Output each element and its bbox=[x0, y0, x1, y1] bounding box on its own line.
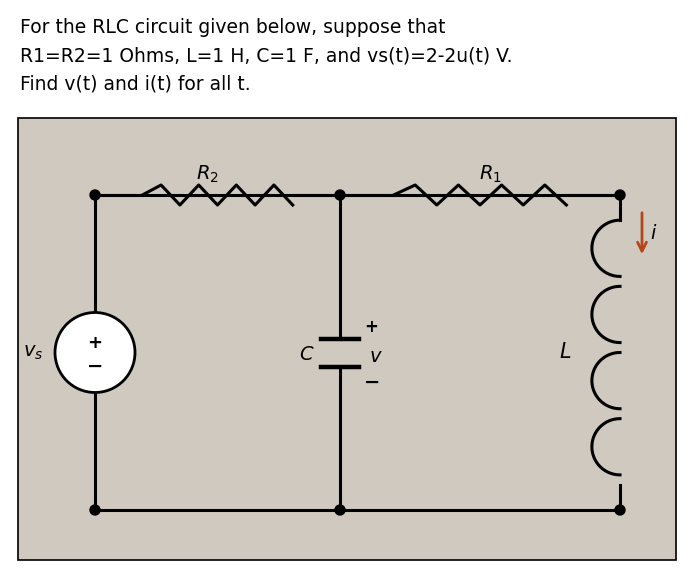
Text: $C$: $C$ bbox=[300, 346, 315, 363]
Text: $R_2$: $R_2$ bbox=[196, 164, 219, 185]
Circle shape bbox=[335, 505, 345, 515]
Circle shape bbox=[55, 312, 135, 393]
Circle shape bbox=[335, 190, 345, 200]
Text: $R_1$: $R_1$ bbox=[479, 164, 501, 185]
Text: +: + bbox=[88, 333, 102, 351]
Text: Find v(t) and i(t) for all t.: Find v(t) and i(t) for all t. bbox=[20, 74, 251, 93]
Circle shape bbox=[615, 505, 625, 515]
Text: For the RLC circuit given below, suppose that: For the RLC circuit given below, suppose… bbox=[20, 18, 445, 37]
Text: +: + bbox=[364, 319, 378, 336]
Text: −: − bbox=[364, 372, 380, 391]
Text: −: − bbox=[87, 357, 103, 376]
Circle shape bbox=[615, 190, 625, 200]
FancyBboxPatch shape bbox=[18, 118, 676, 560]
Text: R1=R2=1 Ohms, L=1 H, C=1 F, and vs(t)=2-2u(t) V.: R1=R2=1 Ohms, L=1 H, C=1 F, and vs(t)=2-… bbox=[20, 46, 512, 65]
Text: $v$: $v$ bbox=[369, 347, 383, 366]
Text: $L$: $L$ bbox=[559, 343, 571, 363]
Circle shape bbox=[90, 190, 100, 200]
Text: $i$: $i$ bbox=[650, 224, 657, 243]
Circle shape bbox=[90, 505, 100, 515]
Text: $v_s$: $v_s$ bbox=[22, 343, 43, 362]
